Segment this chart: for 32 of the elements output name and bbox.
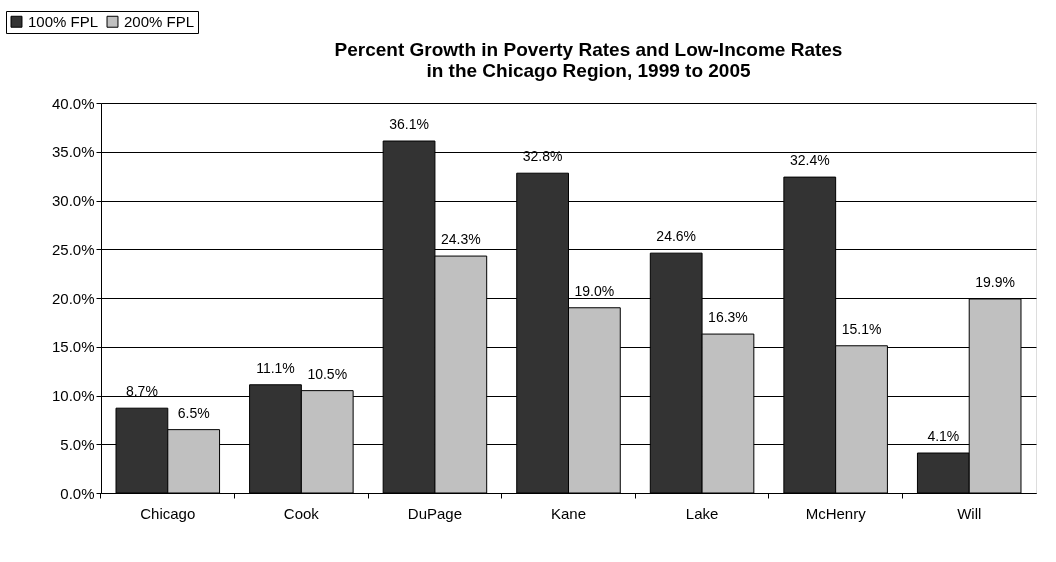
data-label: 24.3% [440, 231, 481, 248]
data-label: 24.6% [656, 228, 697, 245]
data-label: 10.5% [307, 365, 348, 382]
data-label: 11.1% [256, 359, 295, 376]
x-tick-label: McHenry [805, 504, 867, 522]
x-tick-label: Lake [685, 504, 719, 522]
data-label: 15.1% [841, 320, 882, 337]
y-tick-label: 5.0% [60, 435, 95, 453]
y-tick-label: 10.0% [51, 387, 95, 404]
data-label: 8.7% [125, 383, 158, 400]
data-label: 32.4% [789, 152, 830, 169]
x-tick-label: Cook [283, 504, 320, 522]
y-tick-label: 40.0% [51, 94, 95, 112]
y-tick-label: 15.0% [51, 338, 95, 356]
y-tick-label: 20.0% [51, 289, 95, 307]
chart-title: Percent Growth in Poverty Rates and Low-Income Rates in the Chicago Region, 1999 to 2005 [334, 38, 843, 81]
legend-label: 200% FPL [124, 12, 195, 30]
data-label: 6.5% [177, 404, 210, 421]
data-label: 19.0% [574, 282, 615, 299]
data-label: 16.3% [708, 309, 748, 326]
y-tick-label: 25.0% [51, 240, 95, 258]
x-tick-label: DuPage [407, 504, 463, 522]
y-tick-label: 35.0% [51, 143, 95, 161]
x-tick-label: Chicago [140, 504, 196, 522]
y-tick-label: 30.0% [51, 192, 95, 209]
data-label: 19.9% [975, 273, 1015, 290]
data-label: 4.1% [927, 428, 960, 445]
y-tick-label: 0.0% [60, 484, 95, 502]
x-tick-label: Will [957, 504, 982, 522]
legend-label: 100% FPL [28, 12, 99, 30]
x-tick-label: Kane [550, 504, 587, 522]
data-label: 36.1% [389, 116, 429, 133]
